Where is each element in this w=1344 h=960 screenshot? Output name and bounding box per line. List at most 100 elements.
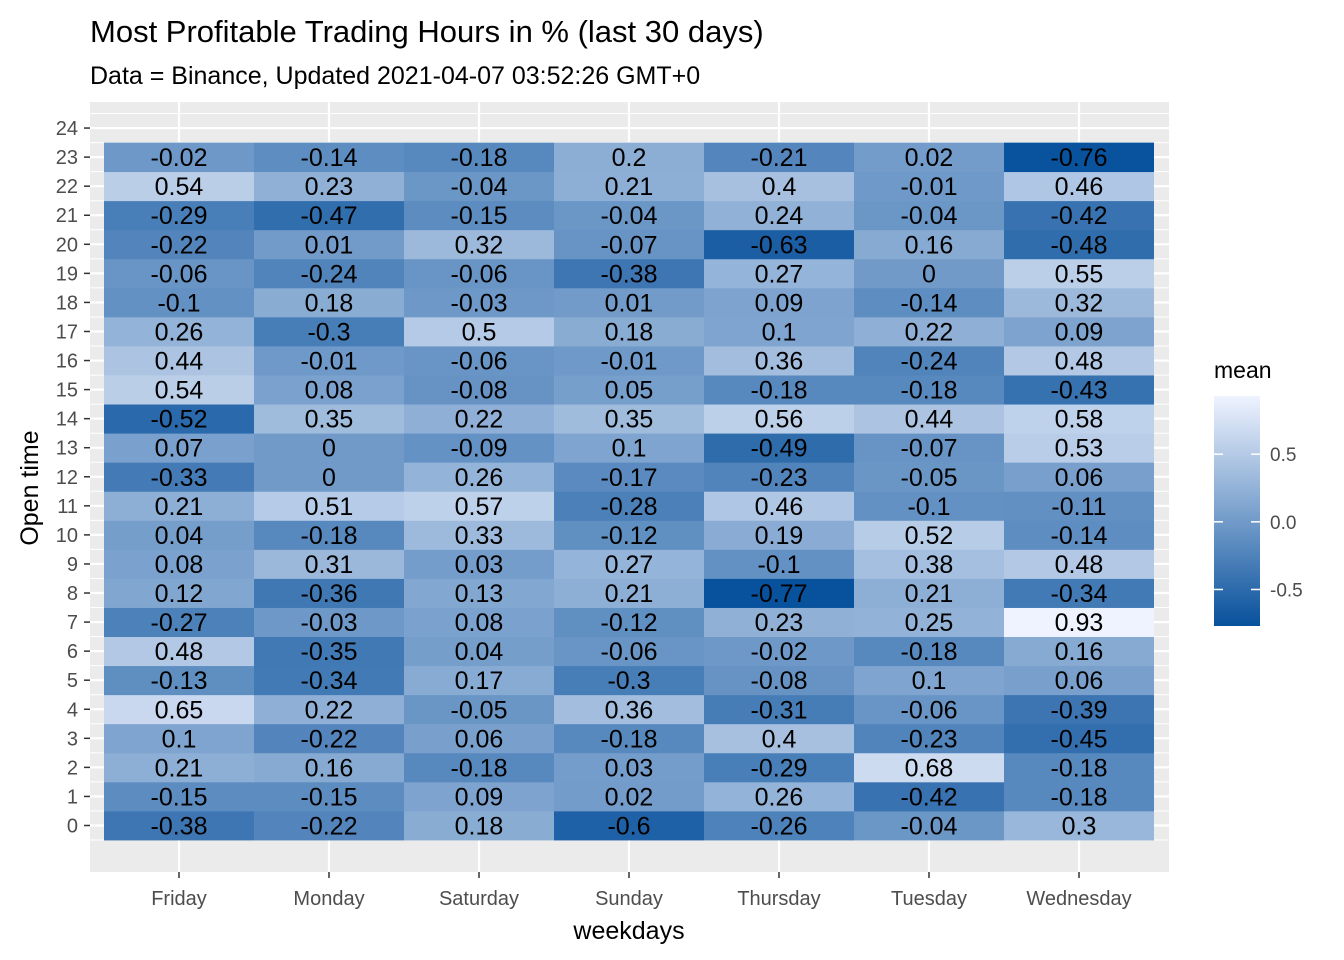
heatmap-cell — [404, 810, 554, 841]
heatmap-cell — [1004, 375, 1154, 405]
y-tick-label: 3 — [67, 728, 78, 750]
cell-value-label: 0.22 — [305, 696, 354, 724]
cell-value-label: -0.06 — [151, 260, 208, 288]
heatmap-cell — [554, 462, 704, 492]
heatmap-cell — [554, 520, 704, 550]
heatmap-cell — [554, 549, 704, 579]
cell-value-label: 0.09 — [455, 783, 504, 811]
heatmap-cell — [704, 694, 854, 725]
heatmap-cell — [104, 200, 254, 231]
cell-value-label: 0.19 — [755, 522, 804, 550]
cell-value-label: -0.01 — [301, 348, 358, 376]
cell-value-label: 0.22 — [905, 318, 954, 346]
legend-colorbar — [1214, 396, 1260, 626]
heatmap-cell — [1004, 723, 1154, 754]
heatmap-cell — [254, 258, 404, 289]
heatmap-cell — [704, 752, 854, 783]
cell-value-label: -0.22 — [301, 725, 358, 753]
heatmap-cell — [704, 346, 854, 376]
heatmap-cell — [404, 549, 554, 579]
cell-value-label: 0.22 — [455, 406, 504, 434]
y-tick-label: 13 — [56, 438, 78, 460]
heatmap-cell — [104, 723, 254, 754]
y-tick-label: 7 — [67, 612, 78, 634]
heatmap-cell — [404, 607, 554, 638]
heatmap-cell — [554, 491, 704, 521]
y-tick-label: 2 — [67, 757, 78, 779]
cell-value-label: 0.16 — [1055, 638, 1104, 666]
heatmap-cell — [104, 549, 254, 579]
cell-value-label: -0.02 — [751, 638, 808, 666]
legend-tick-label: 0.5 — [1270, 445, 1296, 466]
x-tick-label: Wednesday — [1026, 888, 1131, 910]
cell-value-label: -0.35 — [301, 638, 358, 666]
heatmap-cell — [104, 607, 254, 638]
cell-value-label: -0.18 — [451, 754, 508, 782]
heatmap-cell — [704, 258, 854, 289]
heatmap-cell — [854, 694, 1004, 725]
cell-value-label: -0.43 — [1051, 377, 1108, 405]
cell-value-label: 0.51 — [305, 493, 354, 521]
cell-value-label: 0.48 — [1055, 551, 1104, 579]
heatmap-cell — [554, 607, 704, 638]
heatmap-cell — [554, 287, 704, 318]
cell-value-label: 0.26 — [155, 318, 204, 346]
heatmap-cell — [1004, 287, 1154, 318]
cell-value-label: -0.18 — [601, 725, 658, 753]
cell-value-label: -0.04 — [601, 202, 658, 230]
heatmap-cell — [104, 316, 254, 347]
heatmap-cell — [704, 491, 854, 521]
heatmap-cell — [104, 346, 254, 376]
cell-value-label: -0.03 — [301, 609, 358, 637]
heatmap-cell — [854, 346, 1004, 376]
heatmap-cell — [1004, 229, 1154, 260]
heatmap-cell — [704, 520, 854, 550]
y-tick-label: 21 — [56, 205, 78, 227]
heatmap-cell — [854, 781, 1004, 812]
cell-value-label: 0.08 — [305, 377, 354, 405]
heatmap-cell — [104, 636, 254, 667]
cell-value-label: 0.08 — [455, 609, 504, 637]
heatmap-cell — [404, 258, 554, 289]
heatmap-cell — [854, 433, 1004, 463]
heatmap-cell — [1004, 607, 1154, 638]
cell-value-label: -0.06 — [451, 348, 508, 376]
heatmap-cell — [704, 229, 854, 260]
legend-ticks: 0.5 0.0 -0.5 — [1214, 445, 1303, 601]
heatmap-cell — [104, 491, 254, 521]
y-tick-label: 23 — [56, 147, 78, 169]
heatmap-cell — [704, 636, 854, 667]
y-tick-label: 20 — [56, 234, 78, 256]
cell-value-label: -0.24 — [301, 260, 358, 288]
heatmap-cell — [1004, 810, 1154, 841]
heatmap-cell — [1004, 171, 1154, 202]
heatmap-cell — [104, 462, 254, 492]
x-axis: Friday Monday Saturday Sunday Thursday Tuesda… — [151, 872, 1132, 910]
heatmap-cell — [404, 694, 554, 725]
cell-value-label: 0.53 — [1055, 435, 1104, 463]
heatmap-cell — [704, 433, 854, 463]
heatmap-cell — [254, 549, 404, 579]
cell-value-label: 0.02 — [605, 783, 654, 811]
heatmap-cell — [104, 665, 254, 696]
heatmap-cell — [1004, 433, 1154, 463]
cell-labels: -0.38 -0.22 0.18 -0.6 -0.26 -0.04 0.3 -0.15 -0.1… — [151, 144, 1108, 840]
x-tick-label: Sunday — [595, 888, 663, 910]
heatmap-cell — [254, 287, 404, 318]
cell-value-label: -0.09 — [451, 435, 508, 463]
heatmap-cell — [854, 578, 1004, 608]
cell-value-label: 0.21 — [605, 580, 654, 608]
heatmap-cell — [404, 200, 554, 231]
heatmap-cell — [254, 462, 404, 492]
cell-value-label: 0.1 — [162, 725, 197, 753]
cell-value-label: -0.29 — [151, 202, 208, 230]
chart-subtitle: Data = Binance, Updated 2021-04-07 03:52… — [90, 62, 700, 90]
cell-value-label: -0.1 — [757, 551, 800, 579]
cell-value-label: 0.21 — [155, 754, 204, 782]
cell-value-label: 0.2 — [612, 144, 647, 172]
cell-value-label: 0.1 — [762, 318, 797, 346]
cell-value-label: -0.33 — [151, 464, 208, 492]
heatmap-cell — [254, 578, 404, 608]
heatmap-cell — [854, 723, 1004, 754]
heatmap-cell — [854, 287, 1004, 318]
